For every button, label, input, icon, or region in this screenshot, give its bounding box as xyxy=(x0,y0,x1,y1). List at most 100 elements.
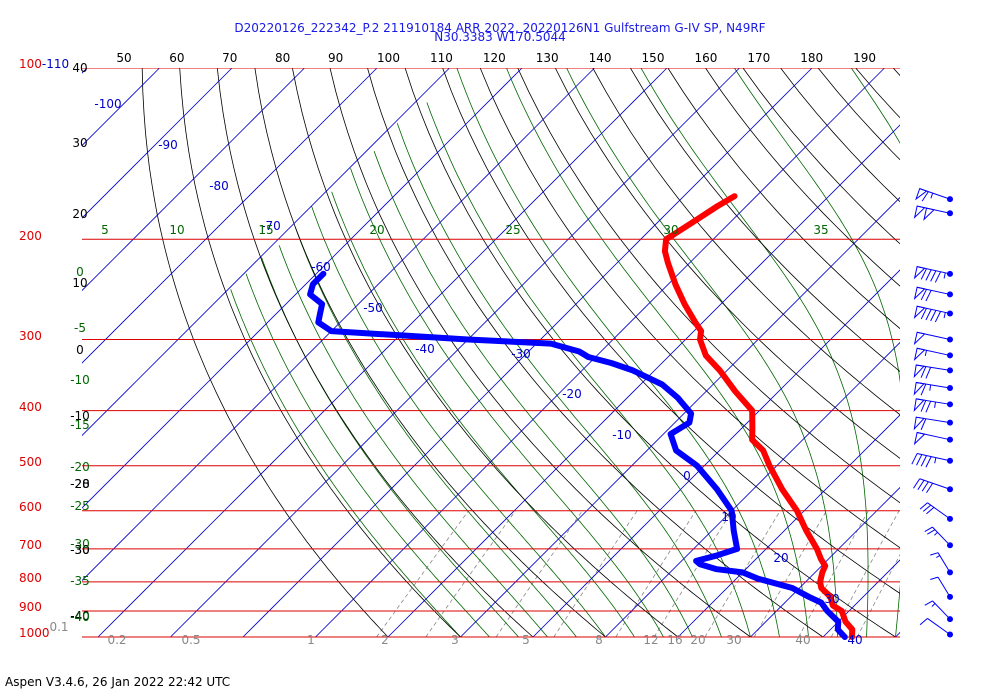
top-scale-label: 80 xyxy=(275,51,290,65)
wind-barb-full xyxy=(924,600,933,606)
wind-barb-half xyxy=(943,312,946,319)
moist-adiabat xyxy=(426,102,751,638)
isotherm-label: -60 xyxy=(311,260,331,274)
dry-adiabat xyxy=(404,68,896,638)
dry-adiabat-label: 10 xyxy=(72,276,87,290)
dry-adiabat xyxy=(592,68,900,416)
mixing-ratio-label: 30 xyxy=(726,633,741,647)
wind-barb xyxy=(924,526,953,549)
moist-adiabat xyxy=(311,206,606,638)
dry-adiabats xyxy=(141,68,900,638)
isotherms xyxy=(82,68,1000,638)
theta-e-side-label: -5 xyxy=(74,321,86,335)
wind-barb xyxy=(913,431,953,446)
dry-adiabat xyxy=(179,68,461,638)
wind-barb-full xyxy=(920,308,927,320)
isotherm-label: -10 xyxy=(612,428,632,442)
theta-e-label: 35 xyxy=(813,223,828,237)
wind-barb-full xyxy=(920,383,927,396)
wind-barb-full xyxy=(925,401,932,413)
top-scale-label: 50 xyxy=(116,51,131,65)
isotherm-label: -70 xyxy=(261,219,281,233)
wind-barb-half xyxy=(934,457,937,464)
top-scale-label: 90 xyxy=(328,51,343,65)
wind-barb-full xyxy=(917,479,925,491)
dry-adiabat-extra-label: -28 xyxy=(70,477,90,491)
pressure-label: 800 xyxy=(19,571,42,585)
wind-barb xyxy=(924,600,953,623)
isotherm xyxy=(82,68,378,364)
top-scale-label: 160 xyxy=(694,51,717,65)
wind-barb-half xyxy=(934,401,937,408)
isotherm xyxy=(82,68,450,437)
wind-barb-full xyxy=(921,191,929,202)
wind-barb-full xyxy=(925,367,932,379)
isotherm-label: 30 xyxy=(824,592,839,606)
isotherm xyxy=(822,559,900,638)
wind-barb-staff xyxy=(917,453,951,462)
mixing-ratio-label: 1 xyxy=(307,633,315,647)
wind-barb xyxy=(911,453,953,468)
top-scale-label: 180 xyxy=(800,51,823,65)
theta-e-side-label: -20 xyxy=(70,460,90,474)
top-scale-label: 60 xyxy=(169,51,184,65)
top-scale-label: 110 xyxy=(430,51,453,65)
dry-adiabat xyxy=(367,68,824,638)
mixing-ratio-label: 2 xyxy=(381,633,389,647)
mixing-ratio-label: 0.2 xyxy=(107,633,126,647)
dry-adiabat xyxy=(892,68,900,77)
mixing-ratio-line xyxy=(495,510,583,638)
theta-e-side-label: -40 xyxy=(70,610,90,624)
wind-barb-full xyxy=(920,268,927,280)
wind-barb-full xyxy=(934,271,942,283)
wind-barb-half xyxy=(936,555,940,558)
wind-barb xyxy=(913,205,953,221)
dry-adiabat-label: 20 xyxy=(72,207,87,221)
wind-barb-staff xyxy=(937,576,951,598)
isotherm-label: 20 xyxy=(773,551,788,565)
wind-barb-full xyxy=(920,400,927,412)
pressure-label: 900 xyxy=(19,600,42,614)
dry-adiabat xyxy=(554,68,900,459)
pressure-label: 100-110 xyxy=(19,57,69,71)
isotherm-label: -80 xyxy=(209,179,229,193)
wind-barb-full xyxy=(925,269,932,281)
isotherm-label: 40 xyxy=(847,633,862,647)
theta-e-label: 25 xyxy=(505,223,520,237)
moist-adiabat xyxy=(396,122,722,638)
isotherm xyxy=(532,269,900,638)
theta-e-side-label: -15 xyxy=(70,418,90,432)
isotherm xyxy=(677,414,900,638)
wind-barb-full xyxy=(930,310,937,322)
top-scale-label: 150 xyxy=(642,51,665,65)
wind-barb-flag xyxy=(913,347,926,362)
wind-barb-full xyxy=(920,366,927,378)
mixing-ratio-label: 20 xyxy=(690,633,705,647)
mixing-ratio-label: 3 xyxy=(451,633,459,647)
wind-barb xyxy=(913,364,953,379)
wind-barb xyxy=(913,347,953,362)
wind-barb xyxy=(913,286,953,302)
dry-adiabat-label: -30 xyxy=(70,543,90,557)
wind-barb-staff xyxy=(927,618,951,635)
theta-e-side-label: -35 xyxy=(70,574,90,588)
theta-e-side-label: -30 xyxy=(70,537,90,551)
pressure-label: 200 xyxy=(19,229,42,243)
isotherm-label: -30 xyxy=(511,347,531,361)
mixing-ratio-line xyxy=(653,510,733,638)
mixing-ratio-label: 12 xyxy=(643,633,658,647)
chart-title-line2: N30.3383 W170.5044 xyxy=(434,30,566,44)
wind-barb xyxy=(913,478,953,494)
mixing-ratio-line xyxy=(615,510,697,638)
wind-barb xyxy=(930,552,953,576)
isotherm xyxy=(968,68,1000,637)
top-scale-label: 100 xyxy=(377,51,400,65)
wind-barb-full xyxy=(919,618,928,626)
mixing-ratio-line xyxy=(753,510,827,638)
isotherm-label: -20 xyxy=(562,387,582,401)
wind-barb-full xyxy=(911,453,918,465)
isotherm xyxy=(97,68,668,638)
theta-e-side-label: 0 xyxy=(76,265,84,279)
wind-barb-flag xyxy=(913,286,926,301)
wind-barb-flag xyxy=(913,364,925,379)
